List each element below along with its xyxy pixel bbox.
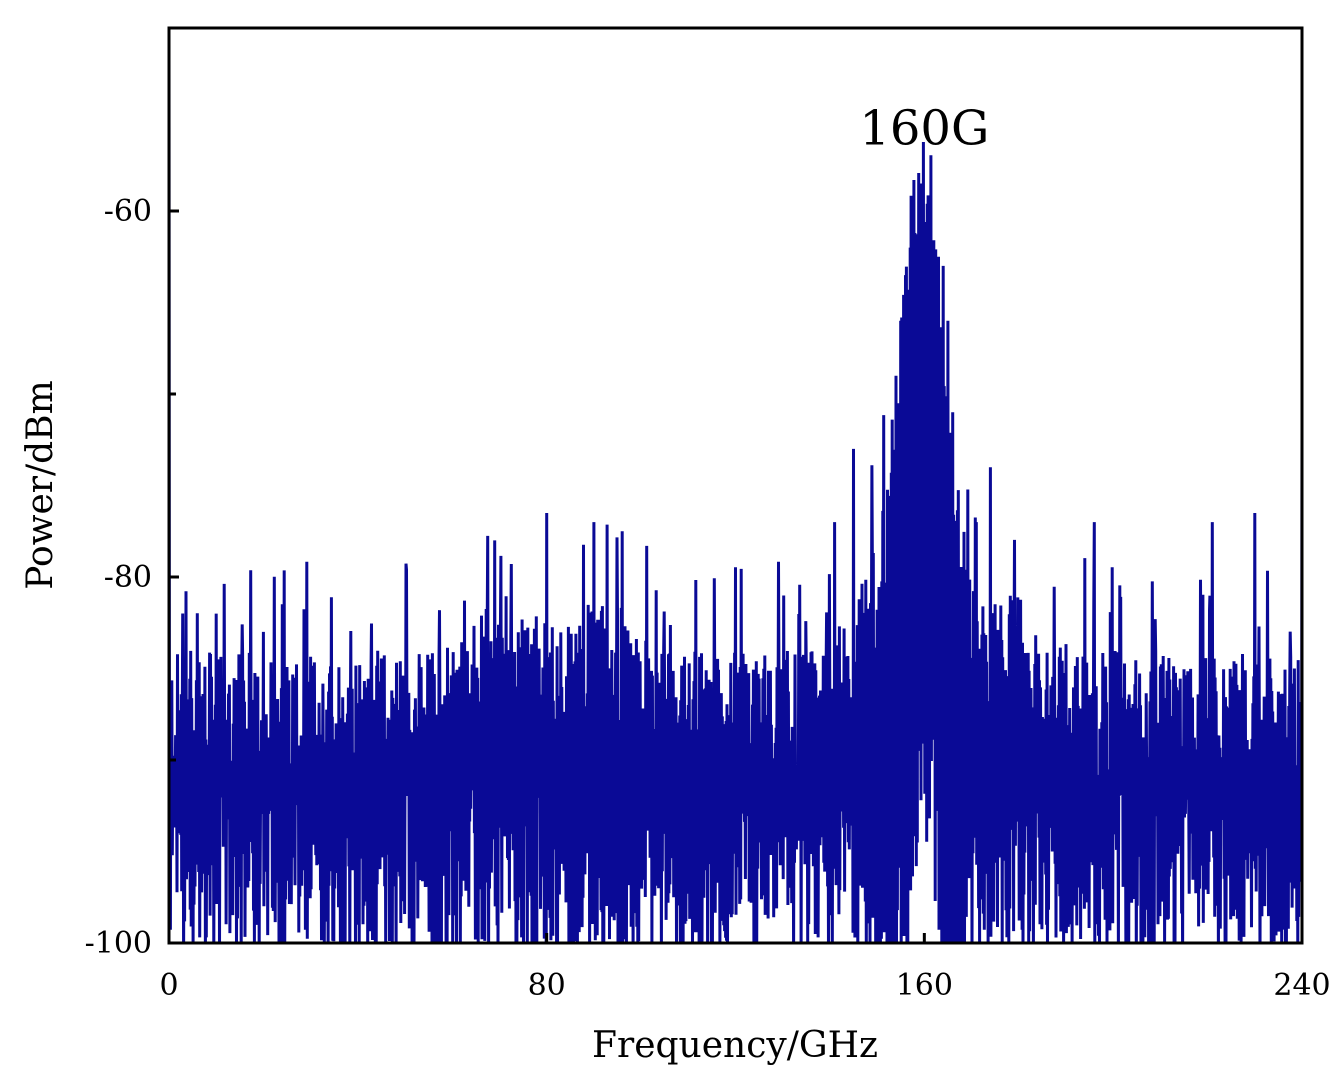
plot-area [169,28,1302,943]
x-axis: 0 80 160 240 [159,933,1331,1003]
spectrum-series-line [169,28,1302,943]
annotation-160g: 160G [859,101,989,157]
y-tick-label: -100 [85,926,152,961]
x-tick-label: 0 [159,968,178,1003]
x-tick-label: 240 [1273,968,1330,1003]
plot-frame [167,26,1304,945]
x-tick-label: 80 [528,968,566,1003]
x-tick-label: 160 [896,968,953,1003]
y-axis-title: Power/dBm [20,380,61,590]
y-tick-label: -60 [104,194,152,229]
y-tick-label: -80 [104,560,152,595]
x-axis-title: Frequency/GHz [592,1025,878,1066]
y-axis: -60 -80 -100 [85,194,179,961]
